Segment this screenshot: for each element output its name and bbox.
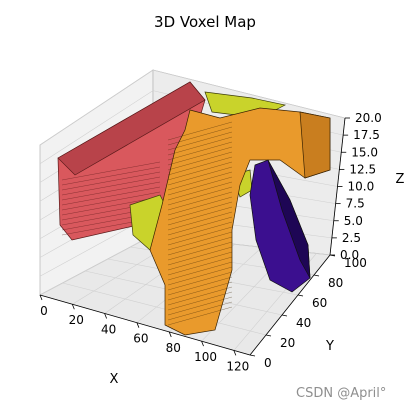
- z-tick-label: 10.0: [348, 180, 375, 194]
- x-tick-label: 120: [226, 359, 249, 373]
- z-tick-label: 12.5: [349, 162, 376, 176]
- y-tick-mark: [265, 334, 272, 337]
- voxel-edge: [167, 241, 233, 261]
- z-tick-label: 5.0: [344, 214, 363, 228]
- x-tick-mark: [71, 304, 75, 310]
- voxel-edge: [167, 121, 233, 141]
- voxel-edge: [167, 131, 233, 151]
- voxel-edge: [167, 161, 233, 181]
- y-axis-line: [249, 254, 331, 356]
- voxel-edge: [167, 266, 233, 286]
- x-tick-mark: [201, 341, 204, 347]
- x-tick-mark: [233, 350, 237, 356]
- z-gridline-left: [39, 69, 154, 146]
- y-tick-label: 20: [280, 336, 295, 350]
- voxel-edge: [167, 256, 233, 276]
- y-tick-label: 0: [264, 356, 272, 370]
- voxel-edge: [167, 231, 233, 251]
- voxel-edge: [167, 136, 233, 156]
- voxel-edge: [167, 141, 233, 161]
- voxel-edge: [167, 176, 233, 196]
- y-tick-mark: [281, 314, 288, 317]
- z-tick-label: 0.0: [340, 248, 359, 262]
- voxel-edge: [167, 191, 233, 211]
- x-tick-mark: [104, 313, 107, 319]
- voxel-edge: [61, 186, 161, 206]
- z-ticks: 0.0 2.5 5.0 7.5 10.0 12.5 15.0 17.5 20.0: [330, 111, 382, 262]
- voxel-edge: [61, 191, 161, 211]
- x-axis-label: X: [110, 372, 119, 387]
- voxel-edge: [167, 276, 233, 296]
- x-tick-label: 40: [101, 322, 116, 336]
- voxel-edge: [167, 236, 233, 256]
- voxel-edge: [167, 251, 233, 271]
- voxel-edge: [167, 196, 233, 216]
- voxel-edge: [167, 186, 233, 206]
- z-gridline-left: [39, 234, 154, 296]
- y-tick-label: 40: [296, 316, 311, 330]
- voxel-edge: [167, 271, 233, 291]
- voxel-edge: [167, 156, 233, 176]
- voxel-edge: [167, 151, 233, 171]
- voxel-edge: [61, 181, 161, 201]
- voxel-edge: [167, 211, 233, 231]
- x-tick-label: 0: [40, 304, 48, 318]
- voxel-edge: [167, 201, 233, 221]
- y-tick-label: 100: [344, 256, 367, 270]
- voxel-edge: [61, 176, 161, 196]
- x-ticks: 0 20 40 60 80 100 120: [39, 294, 249, 373]
- x-tick-mark: [168, 331, 172, 338]
- y-tick-label: 60: [312, 296, 327, 310]
- voxel-edge: [61, 161, 161, 181]
- x-tick-label: 80: [166, 341, 181, 355]
- z-tick-label: 15.0: [351, 145, 378, 159]
- y-tick-mark: [249, 354, 256, 357]
- z-gridline: [152, 69, 346, 119]
- voxel-edge: [167, 166, 233, 186]
- voxel-edge: [167, 226, 233, 246]
- voxel-orange: [149, 107, 331, 336]
- voxel-edge: [167, 206, 233, 226]
- voxel-edge: [167, 296, 233, 316]
- voxel-edge: [167, 181, 233, 201]
- x-tick-label: 100: [194, 350, 217, 364]
- z-tick-label: 7.5: [346, 197, 365, 211]
- voxel-edge: [167, 301, 233, 321]
- y-tick-label: 80: [328, 276, 343, 290]
- y-gridline: [62, 282, 267, 336]
- voxel-edge: [167, 306, 233, 326]
- voxel-edge: [167, 286, 233, 306]
- voxel-edge: [167, 246, 233, 266]
- z-tick-label: 17.5: [353, 128, 380, 142]
- x-axis-line: [39, 294, 251, 356]
- voxel-edge: [167, 146, 233, 166]
- voxel-edge: [167, 216, 233, 236]
- voxel-edge: [61, 166, 161, 186]
- z-tick-label: 2.5: [342, 231, 361, 245]
- z-axis-label: Z: [396, 172, 405, 187]
- voxel-edge: [167, 261, 233, 281]
- voxel-edge: [167, 281, 233, 301]
- voxel-edge: [61, 196, 161, 216]
- y-tick-mark: [297, 294, 304, 297]
- voxel-purple: [249, 159, 311, 293]
- z-tick-label: 20.0: [355, 111, 382, 125]
- voxel-edge: [167, 291, 233, 311]
- voxel-edge: [61, 171, 161, 191]
- watermark: CSDN @April°: [296, 386, 387, 401]
- y-tick-mark: [313, 274, 320, 277]
- y-axis-label: Y: [325, 339, 334, 354]
- x-tick-label: 20: [69, 313, 84, 327]
- voxel-edge: [167, 171, 233, 191]
- x-tick-mark: [39, 294, 43, 301]
- x-tick-mark: [136, 322, 140, 328]
- z-gridline-left: [39, 90, 154, 165]
- voxel-edge: [167, 221, 233, 241]
- x-tick-label: 60: [133, 332, 148, 346]
- chart-title: 3D Voxel Map: [154, 13, 256, 31]
- voxel-edge: [167, 126, 233, 146]
